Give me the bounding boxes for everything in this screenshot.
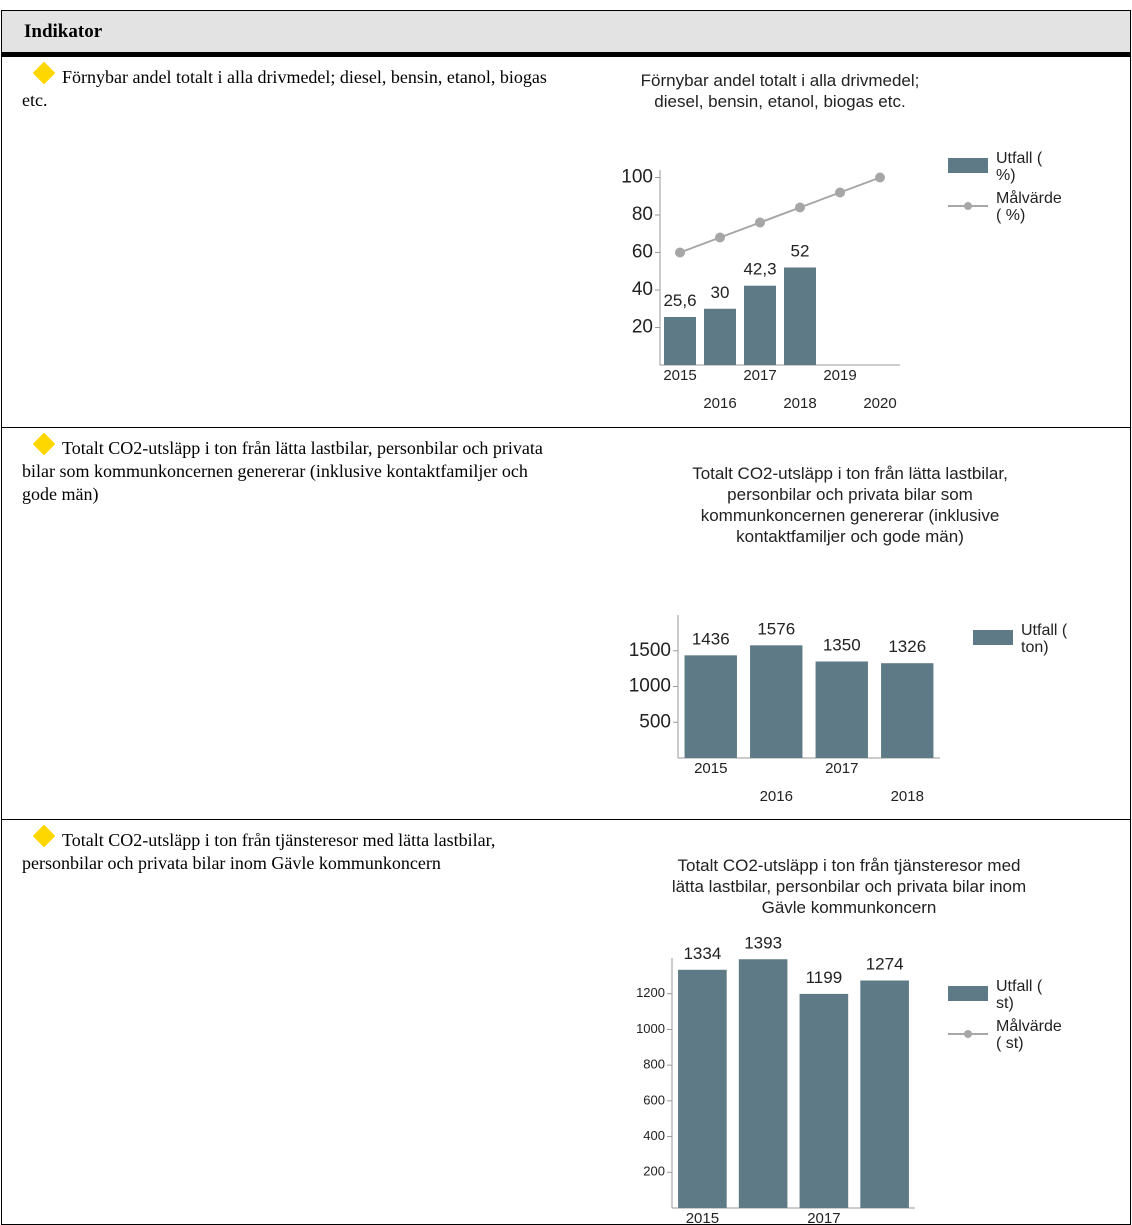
chart-title: Totalt CO2-utsläpp i ton från lätta last…	[692, 464, 1008, 546]
bar	[684, 655, 737, 758]
y-tick-label: 40	[632, 279, 653, 300]
y-tick-label: 1500	[629, 640, 671, 661]
table-row	[1, 57, 1131, 428]
legend-label: Utfall ( %)	[996, 150, 1043, 184]
bar	[750, 645, 803, 758]
y-tick-label: 20	[632, 317, 653, 338]
data-label: 1274	[866, 955, 904, 974]
target-point	[795, 202, 805, 213]
y-tick-label: 60	[632, 242, 653, 263]
indicator-label: Totalt CO2-utsläpp i ton från lätta last…	[22, 438, 543, 504]
y-tick-label: 400	[643, 1128, 665, 1143]
bar	[860, 980, 909, 1208]
bar	[881, 663, 934, 758]
indicator-text: Totalt CO2-utsläpp i ton från lätta last…	[22, 432, 562, 506]
legend-dot	[964, 1030, 972, 1038]
legend-label: Utfall ( st)	[996, 978, 1043, 1012]
x-tick-label: 2015	[694, 760, 727, 777]
y-tick-label: 600	[643, 1092, 665, 1107]
bar	[744, 285, 776, 365]
data-label: 1576	[757, 619, 795, 638]
x-tick-label: 2018	[783, 395, 816, 412]
legend-label: Målvärde ( st)	[996, 1018, 1062, 1052]
table-header: Indikator	[1, 10, 1131, 52]
data-label: 1326	[888, 637, 926, 656]
y-tick-label: 80	[632, 204, 653, 225]
target-point	[835, 187, 845, 198]
target-point	[715, 232, 725, 243]
header-rule	[1, 52, 1131, 57]
x-tick-label: 2015	[663, 367, 696, 384]
bar	[678, 969, 727, 1208]
legend-label: Målvärde ( %)	[996, 190, 1062, 224]
chart-title: Totalt CO2-utsläpp i ton från tjänsteres…	[671, 856, 1027, 917]
bar	[799, 993, 849, 1208]
bar	[704, 308, 736, 365]
y-tick-label: 1000	[629, 676, 671, 697]
x-tick-label: 2015	[686, 1210, 719, 1225]
y-tick-label: 800	[643, 1057, 665, 1072]
x-tick-label: 2017	[825, 760, 858, 777]
indicator-text: Totalt CO2-utsläpp i ton från tjänsteres…	[22, 824, 562, 875]
x-tick-label: 2020	[863, 395, 896, 412]
indicator-text: Förnybar andel totalt i alla drivmedel; …	[22, 61, 562, 112]
x-tick-label: 2017	[743, 367, 776, 384]
target-line	[679, 176, 881, 254]
data-label: 42,3	[743, 260, 776, 279]
bar	[815, 661, 868, 758]
legend-swatch	[948, 986, 988, 1001]
y-tick-label: 100	[621, 167, 653, 188]
y-tick-label: 200	[643, 1164, 665, 1179]
data-label: 1393	[744, 933, 782, 952]
bar	[664, 317, 696, 365]
x-tick-label: 2019	[823, 367, 856, 384]
legend-dot	[964, 202, 972, 210]
indicator-label: Förnybar andel totalt i alla drivmedel; …	[22, 67, 547, 110]
legend-swatch	[973, 630, 1013, 645]
y-tick-label: 1200	[636, 985, 665, 1000]
bar	[738, 959, 788, 1208]
target-point	[675, 247, 685, 258]
header-title: Indikator	[24, 21, 103, 42]
data-label: 1436	[692, 629, 730, 648]
indicator-label: Totalt CO2-utsläpp i ton från tjänsteres…	[22, 830, 496, 873]
data-label: 30	[711, 283, 730, 302]
legend-swatch	[948, 158, 988, 173]
y-tick-label: 500	[639, 711, 671, 732]
target-point	[875, 172, 885, 183]
legend-label: Utfall ( ton)	[1021, 622, 1068, 656]
data-label: 1199	[806, 968, 843, 987]
y-tick-label: 1000	[636, 1021, 665, 1036]
table-row	[1, 428, 1131, 820]
x-tick-label: 2017	[807, 1210, 840, 1225]
x-tick-label: 2016	[760, 788, 793, 805]
data-label: 25,6	[663, 291, 696, 310]
data-label: 52	[791, 242, 810, 261]
bar	[784, 267, 816, 365]
data-label: 1334	[683, 944, 721, 963]
chart-title: Förnybar andel totalt i alla drivmedel; …	[640, 71, 920, 111]
target-point	[755, 217, 765, 228]
data-label: 1350	[823, 635, 861, 654]
x-tick-label: 2016	[703, 395, 736, 412]
x-tick-label: 2018	[891, 788, 924, 805]
